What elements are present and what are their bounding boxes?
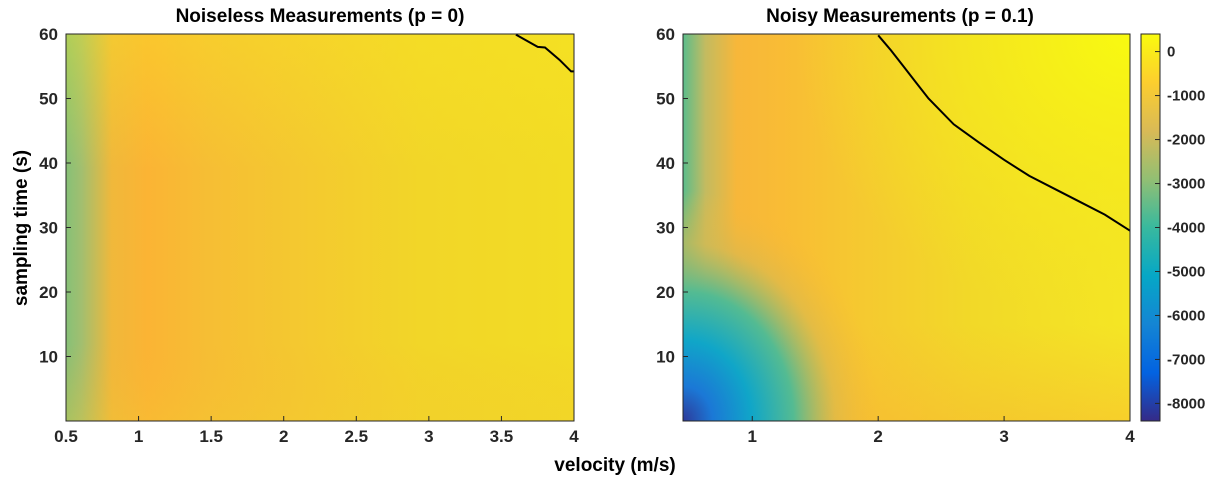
left-y-tick-label: 40	[39, 154, 58, 173]
left-x-tick-labels: 0.5 1 1.5 2 2.5 3 3.5 4	[54, 427, 579, 446]
colorbar-tick-label: -4000	[1167, 220, 1205, 237]
y-axis-label: sampling time (s)	[11, 150, 32, 306]
colorbar-tick-label: -5000	[1167, 263, 1205, 280]
left-y-tick-label: 10	[39, 348, 58, 367]
right-x-tick-labels: 1 2 3 4	[748, 427, 1136, 446]
colorbar-tick-label: -8000	[1167, 395, 1205, 412]
left-y-tick-label: 30	[39, 219, 58, 238]
x-axis-label: velocity (m/s)	[554, 455, 675, 476]
left-y-tick-labels: 10 20 30 40 50 60	[39, 25, 58, 367]
colorbar-tick-label: -7000	[1167, 351, 1205, 368]
left-zero-contour-line	[515, 33, 574, 73]
right-x-tick-label: 1	[748, 427, 757, 446]
left-y-tick-label: 20	[39, 283, 58, 302]
left-heatmap-panel: 0.5 1 1.5 2 2.5 3 3.5 4 10 20 30 40 50 60 Noiseless …	[11, 6, 579, 446]
colorbar-tick-label: -6000	[1167, 307, 1205, 324]
right-x-tick-label: 3	[999, 427, 1008, 446]
left-x-tick-label: 1	[134, 427, 143, 446]
left-heatmap-shading	[66, 34, 574, 421]
colorbar: 0 -1000 -2000 -3000 -4000 -5000 -6000 -7000 -800…	[1140, 33, 1205, 422]
left-chart-title: Noiseless Measurements (p = 0)	[176, 6, 465, 27]
right-y-tick-label: 60	[656, 25, 675, 44]
left-x-tick-label: 3	[424, 427, 433, 446]
colorbar-tick-label: -2000	[1167, 132, 1205, 149]
right-y-tick-label: 30	[656, 219, 675, 238]
right-y-tick-label: 50	[656, 90, 675, 109]
colorbar-tick-label: -1000	[1167, 88, 1205, 105]
left-y-tick-label: 60	[39, 25, 58, 44]
right-heatmap-low-corner	[683, 34, 1130, 421]
left-x-tick-label: 2.5	[344, 427, 368, 446]
right-y-tick-label: 10	[656, 348, 675, 367]
right-y-tick-label: 40	[656, 154, 675, 173]
right-x-tick-label: 2	[873, 427, 882, 446]
colorbar-tick-label: 0	[1167, 44, 1175, 61]
right-y-tick-labels: 10 20 30 40 50 60	[656, 25, 675, 367]
colorbar-gradient	[1141, 34, 1160, 421]
left-x-tick-label: 3.5	[490, 427, 514, 446]
right-y-tick-label: 20	[656, 283, 675, 302]
right-x-tick-label: 4	[1125, 427, 1135, 446]
colorbar-tick-label: -3000	[1167, 176, 1205, 193]
left-y-tick-label: 50	[39, 90, 58, 109]
right-zero-contour-line	[877, 34, 1131, 232]
colorbar-tick-labels: 0 -1000 -2000 -3000 -4000 -5000 -6000 -7000 -800…	[1155, 44, 1205, 412]
right-heatmap-panel: 1 2 3 4 10 20 30 40 50 60 Noisy Measurements (p …	[656, 6, 1135, 446]
left-x-tick-label: 1.5	[199, 427, 223, 446]
left-x-tick-label: 0.5	[54, 427, 78, 446]
left-x-tick-label: 4	[569, 427, 579, 446]
right-chart-title: Noisy Measurements (p = 0.1)	[766, 6, 1034, 27]
left-x-tick-label: 2	[279, 427, 288, 446]
